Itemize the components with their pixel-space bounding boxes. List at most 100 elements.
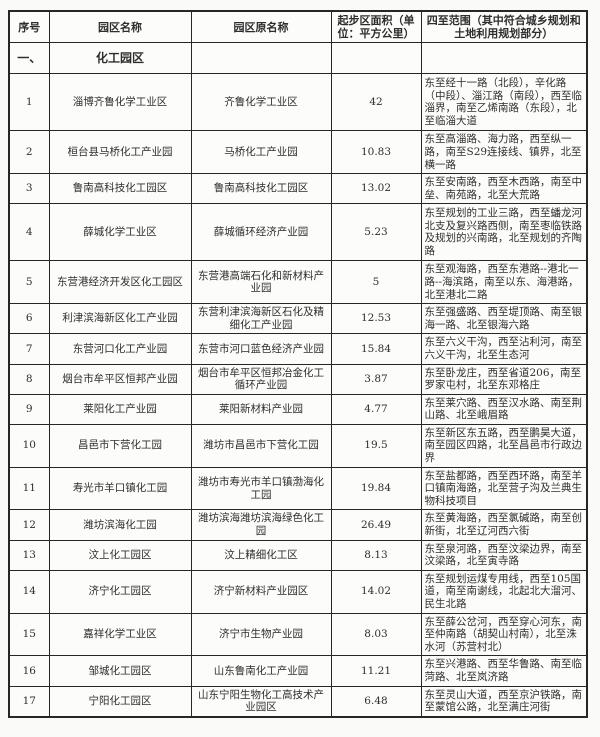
park-original-name: 潍坊市寿光市羊口镇渤海化工园 (190, 466, 332, 511)
park-boundary: 东至强盛路、西至堤顶路、南至银海一路、北至银海六路 (420, 303, 588, 335)
park-name: 薛城化学工业区 (48, 203, 192, 262)
park-original-name: 济宁市生物产业园 (190, 612, 332, 657)
park-area: 5 (330, 260, 422, 305)
table-row: 6 利津滨海新区化工产业园 东营利津滨海新区石化及精细化工产业园 12.53 东… (8, 303, 588, 335)
park-boundary: 东至泉河路，西至汶梁边界，南至汶梁路，北至寅寺路 (420, 539, 588, 571)
park-area: 19.5 (330, 423, 422, 468)
park-boundary: 东至兴港路、西至华鲁路、南至临菏路、北至岚济路 (420, 655, 588, 687)
park-area: 3.87 (330, 363, 422, 395)
table-row: 17 宁阳化工园区 山东宁阳生物化工高技术产业园区 6.48 东至灵山大道，西至… (8, 685, 588, 718)
row-index: 2 (8, 130, 50, 175)
table-row: 9 莱阳化工产业园 莱阳新材料产业园 4.77 东至莱穴路、西至汉水路、南至荆山… (8, 393, 588, 425)
row-index: 8 (8, 363, 50, 395)
park-name: 鲁南高科技化工园区 (48, 173, 192, 205)
park-name: 邹城化工园区 (48, 655, 192, 687)
park-name: 烟台市牟平区恒邦产业园 (48, 363, 192, 395)
park-original-name: 齐鲁化学工业区 (190, 73, 332, 132)
park-name: 宁阳化工园区 (48, 685, 192, 718)
park-area: 15.84 (330, 333, 422, 365)
park-boundary: 东至经十一路（北段），辛化路（中段）、淄江路（南段），西至临淄界，南至乙烯南路（… (420, 73, 588, 132)
park-original-name: 鲁南高科技化工园区 (190, 173, 332, 205)
park-area: 26.49 (330, 509, 422, 541)
park-area: 13.02 (330, 173, 422, 205)
row-index: 9 (8, 393, 50, 425)
park-original-name: 山东鲁南化工产业园 (190, 655, 332, 687)
park-area: 11.21 (330, 655, 422, 687)
row-index: 17 (8, 685, 50, 718)
table-row: 7 东营河口化工产业园 东营市河口蓝色经济产业园 15.84 东至六义干沟，西至… (8, 333, 588, 365)
row-index: 16 (8, 655, 50, 687)
park-name: 嘉祥化学工业区 (48, 612, 192, 657)
park-name: 昌邑市下营化工园 (48, 423, 192, 468)
section-number: 一、 (8, 42, 50, 75)
section-row: 一、 化工园区 (8, 42, 588, 75)
table-row: 11 寿光市羊口镇化工园 潍坊市寿光市羊口镇渤海化工园 19.84 东至盐都路，… (8, 466, 588, 511)
park-boundary: 东至莱穴路、西至汉水路、南至荆山路、北至峨眉路 (420, 393, 588, 425)
section-title: 化工园区 (48, 42, 192, 75)
park-boundary: 东至六义干沟，西至沾利河，南至六义干沟，北至生态河 (420, 333, 588, 365)
park-name: 济宁化工园区 (48, 569, 192, 614)
park-original-name: 东营利津滨海新区石化及精细化工产业园 (190, 303, 332, 335)
park-original-name: 莱阳新材料产业园 (190, 393, 332, 425)
park-boundary: 东至灵山大道，西至京沪铁路，南至蒙馆公路，北至满庄河街 (420, 685, 588, 718)
header-boundary: 四至范围（其中符合城乡规划和土地利用规划部分） (420, 10, 588, 44)
row-index: 4 (8, 203, 50, 262)
row-index: 7 (8, 333, 50, 365)
table-row: 12 潍坊滨海化工园 潍坊滨海潍坊滨海绿色化工园 26.49 东至黄海路，西至氯… (8, 509, 588, 541)
row-index: 12 (8, 509, 50, 541)
park-name: 东营港经济开发区化工园区 (48, 260, 192, 305)
section-empty-cell (420, 42, 588, 75)
park-original-name: 东营市河口蓝色经济产业园 (190, 333, 332, 365)
park-name: 桓台县马桥化工产业园 (48, 130, 192, 175)
table-row: 3 鲁南高科技化工园区 鲁南高科技化工园区 13.02 东至安南路，西至木西路，… (8, 173, 588, 205)
row-index: 15 (8, 612, 50, 657)
park-original-name: 烟台市牟平区恒邦冶金化工循环产业园 (190, 363, 332, 395)
table-row: 13 汶上化工园区 汶上精细化工区 8.13 东至泉河路，西至汶梁边界，南至汶梁… (8, 539, 588, 571)
park-area: 5.23 (330, 203, 422, 262)
table-row: 2 桓台县马桥化工产业园 马桥化工产业园 10.83 东至高淄路、海力路，西至纵… (8, 130, 588, 175)
row-index: 14 (8, 569, 50, 614)
park-original-name: 汶上精细化工区 (190, 539, 332, 571)
header-start-area: 起步区面积（单位：平方公里） (330, 10, 422, 44)
header-serial-number: 序号 (8, 10, 50, 44)
park-original-name: 马桥化工产业园 (190, 130, 332, 175)
park-boundary: 东至安南路，西至木西路，南至中垒、南苑路，北至大荒路 (420, 173, 588, 205)
park-boundary: 东至卧龙庄，西至省道206，南至罗家屯村，北至东邓格庄 (420, 363, 588, 395)
table-row: 14 济宁化工园区 济宁新材料产业园区 14.02 东至规划运煤专用线，西至10… (8, 569, 588, 614)
table-row: 15 嘉祥化学工业区 济宁市生物产业园 8.03 东至薛公岔河，西至穿心河东，南… (8, 612, 588, 657)
park-name: 淄博齐鲁化学工业区 (48, 73, 192, 132)
park-area: 14.02 (330, 569, 422, 614)
park-name: 莱阳化工产业园 (48, 393, 192, 425)
park-boundary: 东至新区东五路，西至鹏昊大道，南至园区四路，北至昌邑市行政边界 (420, 423, 588, 468)
park-area: 8.03 (330, 612, 422, 657)
row-index: 1 (8, 73, 50, 132)
park-boundary: 东至盐都路，西至西环路，南至羊口镇南海路，北至营子沟及兰典生物科技项目 (420, 466, 588, 511)
table-row: 10 昌邑市下营化工园 潍坊市昌邑市下营化工园 19.5 东至新区东五路，西至鹏… (8, 423, 588, 468)
chemical-parks-table: 序号 园区名称 园区原名称 起步区面积（单位：平方公里） 四至范围（其中符合城乡… (8, 10, 588, 718)
park-name: 汶上化工园区 (48, 539, 192, 571)
row-index: 3 (8, 173, 50, 205)
section-empty-cell (330, 42, 422, 75)
section-empty-cell (190, 42, 332, 75)
park-boundary: 东至薛公岔河，西至穿心河东，南至仲南路（胡契山村南），北至洙水河（苏营村北） (420, 612, 588, 657)
park-name: 利津滨海新区化工产业园 (48, 303, 192, 335)
row-index: 10 (8, 423, 50, 468)
park-original-name: 东营港高端石化和新材料产业园 (190, 260, 332, 305)
park-area: 12.53 (330, 303, 422, 335)
row-index: 6 (8, 303, 50, 335)
table-row: 4 薛城化学工业区 薛城循环经济产业园 5.23 东至规划的工业三路，西至蟠龙河… (8, 203, 588, 262)
park-area: 8.13 (330, 539, 422, 571)
row-index: 13 (8, 539, 50, 571)
park-original-name: 山东宁阳生物化工高技术产业园区 (190, 685, 332, 718)
park-original-name: 济宁新材料产业园区 (190, 569, 332, 614)
park-area: 10.83 (330, 130, 422, 175)
table-row: 8 烟台市牟平区恒邦产业园 烟台市牟平区恒邦冶金化工循环产业园 3.87 东至卧… (8, 363, 588, 395)
park-area: 42 (330, 73, 422, 132)
table-row: 1 淄博齐鲁化学工业区 齐鲁化学工业区 42 东至经十一路（北段），辛化路（中段… (8, 73, 588, 132)
row-index: 11 (8, 466, 50, 511)
park-name: 东营河口化工产业园 (48, 333, 192, 365)
park-area: 19.84 (330, 466, 422, 511)
park-boundary: 东至高淄路、海力路，西至纵一路，南至S29连接线、镇界，北至横一路 (420, 130, 588, 175)
park-boundary: 东至规划运煤专用线，西至105国道，南至南谢线，北起北大溜河、民生北路 (420, 569, 588, 614)
